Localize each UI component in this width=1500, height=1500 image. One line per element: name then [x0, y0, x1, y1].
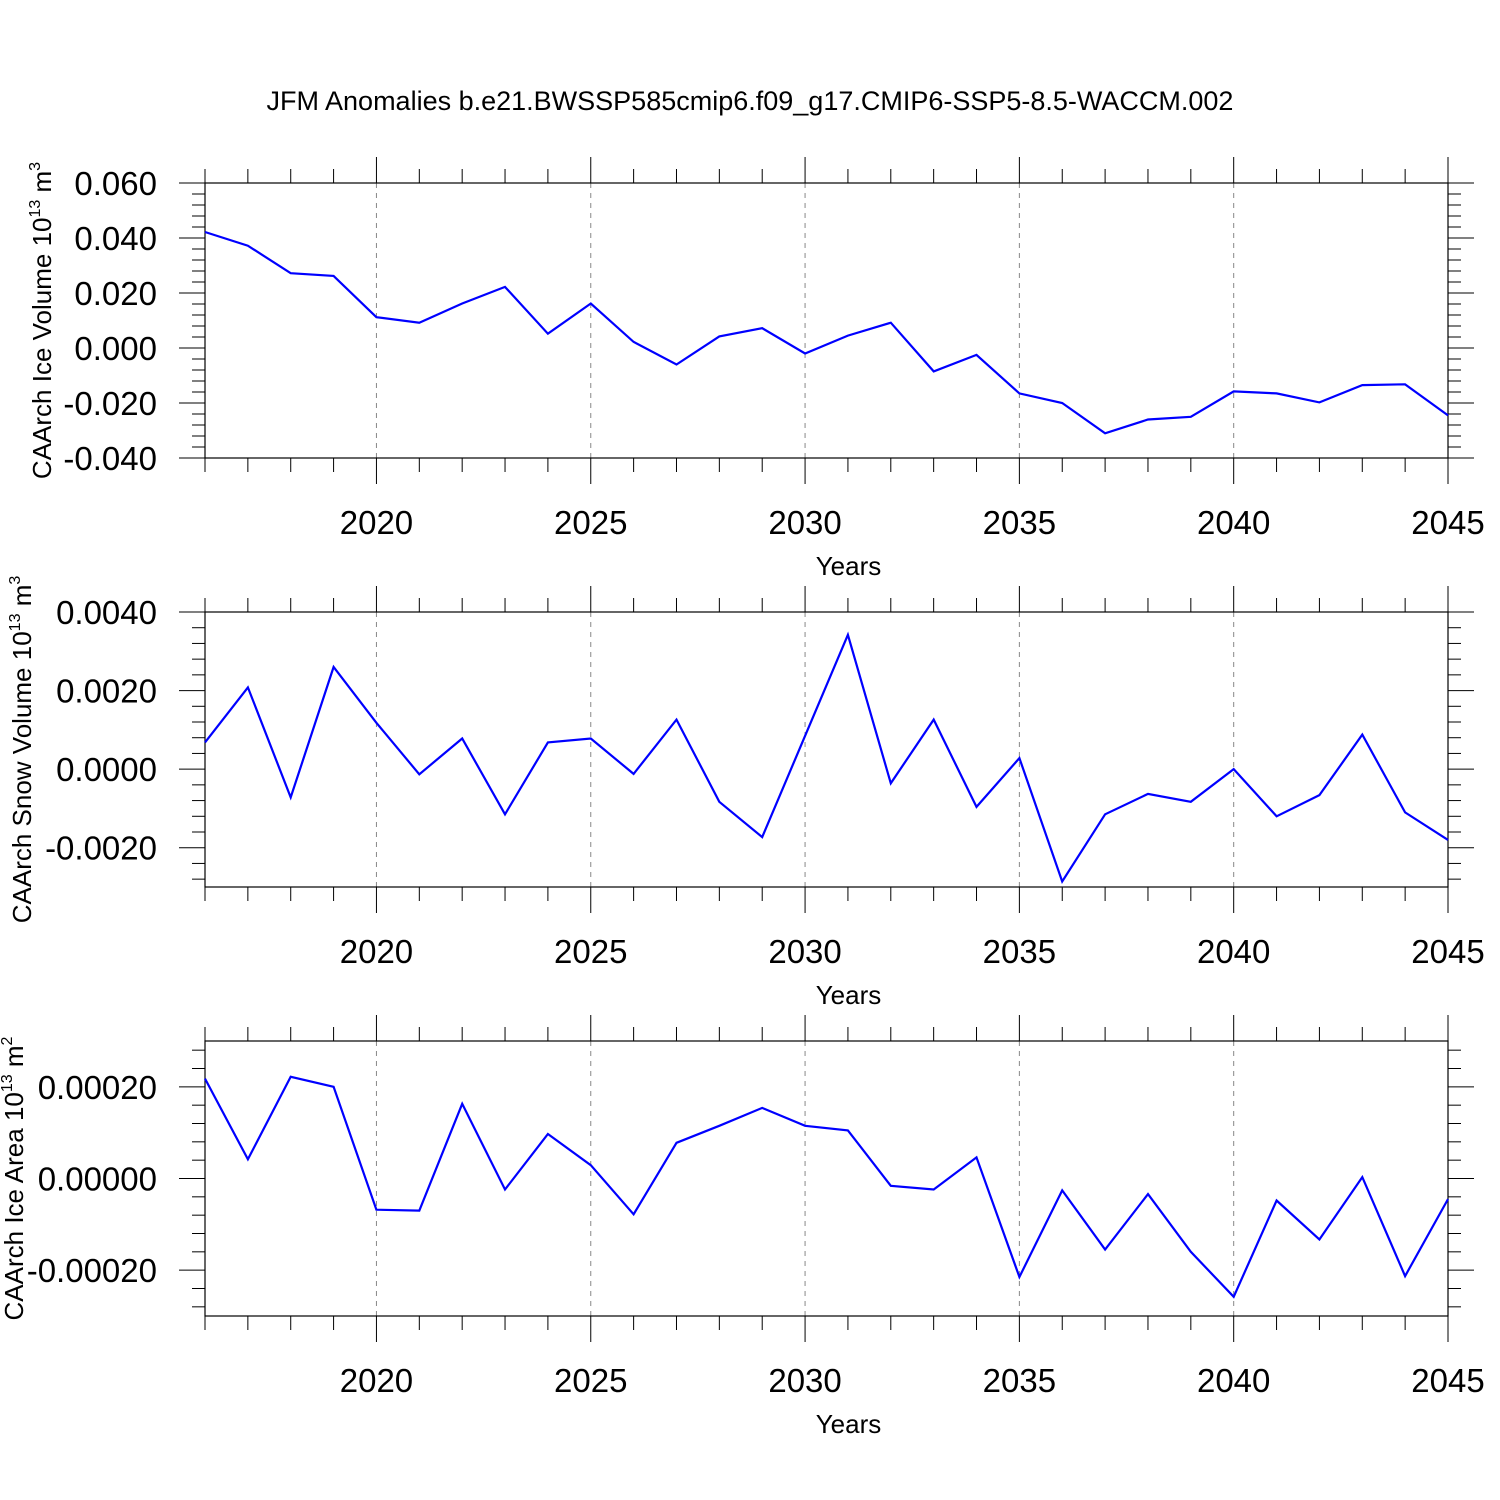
x-tick-label: 2020	[340, 933, 413, 970]
series-line	[204, 1075, 1449, 1299]
x-axis-title: Years	[816, 980, 882, 1010]
x-tick-label: 2045	[1411, 504, 1484, 541]
x-tick-label: 2035	[983, 933, 1056, 970]
y-axis-title: CAArch Ice Area 1013 m2	[0, 1036, 29, 1320]
y-tick-label: 0.00000	[38, 1161, 157, 1198]
y-tick-label: 0.00020	[38, 1069, 157, 1106]
plot-frame	[204, 1040, 1449, 1317]
y-tick-label: -0.0020	[45, 830, 157, 867]
y-tick-label: 0.020	[74, 275, 157, 312]
y-tick-label: -0.00020	[27, 1252, 157, 1289]
y-axis-title: CAArch Snow Volume 1013 m3	[7, 576, 37, 924]
y-axis-title: CAArch Ice Volume 1013 m3	[27, 162, 57, 479]
y-tick-label: -0.040	[63, 440, 157, 477]
x-tick-label: 2035	[983, 504, 1056, 541]
y-tick-label: 0.040	[74, 220, 157, 257]
x-tick-label: 2040	[1197, 933, 1270, 970]
chart-panel-2: -0.0020 0.0000 0.0020 0.0040 2020 2025 2030 203…	[7, 576, 1485, 1010]
x-tick-label: 2035	[983, 1362, 1056, 1399]
x-tick-label: 2030	[768, 933, 841, 970]
x-tick-label: 2040	[1197, 1362, 1270, 1399]
y-tick-label: -0.020	[63, 385, 157, 422]
chart-panel-1: -0.040 -0.020 0.000 0.020 0.040 0.060 2020 2025…	[27, 157, 1485, 581]
plot-frame	[204, 182, 1449, 459]
x-tick-label: 2025	[554, 933, 627, 970]
y-tick-label: 0.0000	[56, 751, 157, 788]
panels: -0.040 -0.020 0.000 0.020 0.040 0.060 2020 2025…	[0, 157, 1485, 1439]
series-line	[204, 230, 1449, 435]
x-tick-label: 2045	[1411, 1362, 1484, 1399]
x-tick-label: 2025	[554, 504, 627, 541]
x-axis-title: Years	[816, 1409, 882, 1439]
chart-panel-3: -0.00020 0.00000 0.00020 2020 2025 2030 2035 20…	[0, 1015, 1485, 1439]
x-tick-label: 2030	[768, 1362, 841, 1399]
x-tick-label: 2025	[554, 1362, 627, 1399]
y-tick-label: 0.060	[74, 165, 157, 202]
x-tick-label: 2045	[1411, 933, 1484, 970]
x-tick-label: 2030	[768, 504, 841, 541]
y-tick-label: 0.000	[74, 330, 157, 367]
y-tick-label: 0.0020	[56, 673, 157, 710]
plot-frame	[204, 611, 1449, 888]
x-tick-label: 2020	[340, 504, 413, 541]
series-line	[204, 631, 1449, 885]
figure-title: JFM Anomalies b.e21.BWSSP585cmip6.f09_g1…	[267, 86, 1234, 116]
x-axis-title: Years	[816, 551, 882, 581]
y-tick-label: 0.0040	[56, 594, 157, 631]
x-tick-label: 2040	[1197, 504, 1270, 541]
x-tick-label: 2020	[340, 1362, 413, 1399]
